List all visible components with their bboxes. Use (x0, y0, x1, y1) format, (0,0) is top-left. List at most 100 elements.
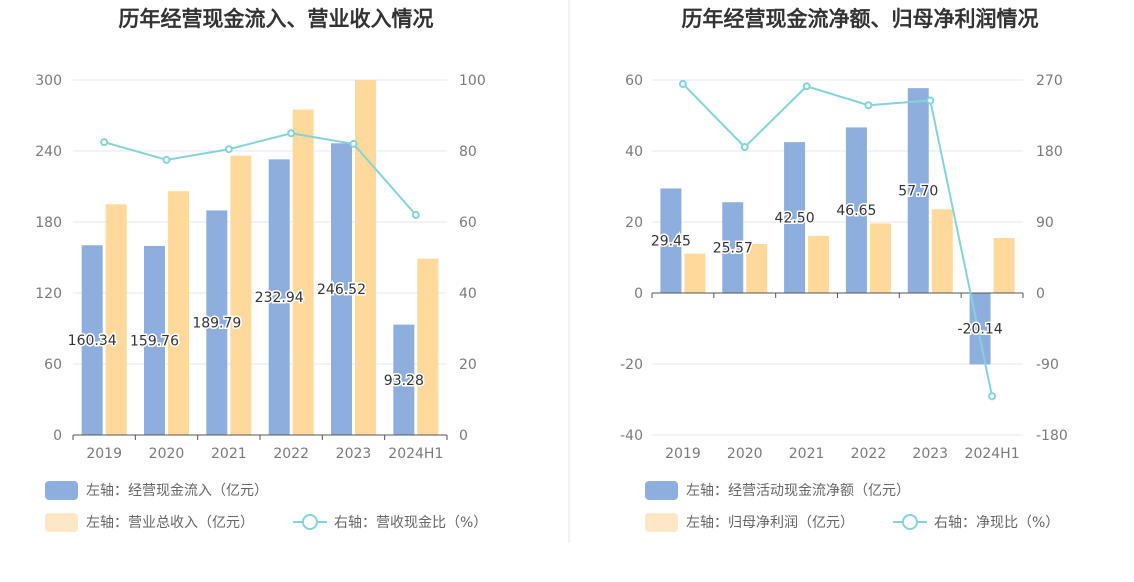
chart-title: 历年经营现金流入、营业收入情况 (119, 7, 434, 31)
bar-series-2 (931, 209, 953, 293)
bar-series-1 (393, 324, 415, 435)
bar-data-label: 29.45 (651, 234, 691, 250)
bar-data-label: 57.70 (898, 184, 938, 200)
legend-label[interactable]: 左轴：归母净利润（亿元） (686, 514, 854, 531)
bar-series-1 (331, 143, 352, 435)
x-axis-tick-label: 2022 (273, 446, 309, 462)
line-series (682, 83, 994, 397)
right-axis-tick-label: 40 (459, 286, 477, 302)
bar-data-label: 42.50 (775, 211, 815, 227)
bar-data-label: 46.65 (836, 203, 876, 219)
bar-data-label: 160.34 (68, 333, 117, 349)
legend-label[interactable]: 左轴：营业总收入（亿元） (86, 515, 254, 531)
left-axis-tick-label: 60 (44, 357, 62, 373)
line-point (224, 145, 233, 154)
chart-title: 历年经营现金流净额、归母净利润情况 (682, 7, 1039, 31)
legend-swatch[interactable] (45, 481, 78, 500)
bar-series-2 (684, 253, 706, 293)
bar-series-1 (907, 88, 929, 293)
x-axis-tick-label: 2022 (851, 446, 887, 462)
x-axis-tick-label: 2020 (149, 446, 185, 462)
line-point (740, 143, 749, 152)
bar-series-2 (746, 244, 768, 293)
left-axis-tick-label: 120 (35, 286, 62, 302)
bar-series-2 (292, 109, 314, 435)
bar-series-1 (268, 159, 290, 435)
line-point (678, 79, 687, 88)
bar-series-2 (230, 155, 252, 435)
bar-data-label: 93.28 (384, 373, 424, 389)
right-axis-tick-label: 100 (459, 73, 486, 89)
right-axis-tick-label: 270 (1036, 73, 1063, 89)
bar-data-label: 189.79 (192, 316, 241, 332)
line-point (988, 392, 997, 401)
left-axis-tick-label: 40 (625, 144, 643, 160)
bar-data-label: 246.52 (317, 282, 366, 298)
x-axis-tick-label: 2019 (665, 446, 701, 462)
bar-series-2 (105, 204, 127, 435)
left-axis-tick-label: 60 (625, 73, 643, 89)
bar-series-2 (355, 80, 376, 435)
left-axis-tick-label: -40 (620, 428, 643, 444)
left-axis-tick-label: 0 (53, 428, 62, 444)
right-axis-tick-label: 90 (1036, 215, 1054, 231)
left-axis-tick-label: 300 (35, 73, 62, 89)
right-axis-tick-label: 20 (459, 357, 477, 373)
x-axis-tick-label: 2020 (727, 446, 763, 462)
chart-panel-cash-inflow: 历年经营现金流入、营业收入情况 0 0 60 20 120 40 180 60 240 80 300… (35, 7, 487, 532)
line-point (864, 101, 873, 110)
bar-series-1 (845, 127, 867, 293)
left-axis-tick-label: 20 (625, 215, 643, 231)
legend-line-marker[interactable] (902, 514, 918, 530)
x-axis-tick-label: 2023 (336, 446, 372, 462)
bar-series-1 (660, 188, 682, 293)
x-axis-tick-label: 2023 (912, 446, 948, 462)
bar-series-1 (784, 142, 806, 293)
bar-series-2 (808, 235, 830, 293)
line-point (287, 129, 296, 138)
bar-series-1 (206, 210, 228, 435)
x-axis-tick-label: 2024H1 (388, 446, 443, 462)
right-axis-tick-label: 80 (459, 144, 477, 160)
line-series (103, 132, 417, 216)
left-axis-tick-label: -20 (620, 357, 643, 373)
legend-line-marker[interactable] (302, 514, 318, 530)
line-point (802, 82, 811, 91)
bar-series-2 (993, 237, 1015, 293)
legend-label[interactable]: 右轴：营收现金比（%） (334, 515, 487, 531)
right-axis-tick-label: 60 (459, 215, 477, 231)
bar-series-2 (869, 223, 891, 293)
legend-swatch[interactable] (645, 481, 678, 500)
line-point (100, 138, 109, 147)
bar-series-2 (168, 191, 189, 435)
left-axis-tick-label: 240 (35, 144, 62, 160)
right-axis-tick-label: 180 (1036, 144, 1063, 160)
chart-panel-net-cash-flow: 历年经营现金流净额、归母净利润情况 -40 -180 -20 -90 0 0 20 90 40 1… (620, 7, 1068, 532)
bar-data-label: 232.94 (255, 290, 304, 306)
left-axis-tick-label: 0 (634, 286, 643, 302)
x-axis-tick-label: 2019 (86, 446, 122, 462)
bar-data-label: 159.76 (130, 333, 179, 349)
line-point (162, 155, 171, 164)
x-axis-tick-label: 2021 (211, 446, 247, 462)
legend-swatch[interactable] (645, 513, 678, 532)
line-point (349, 139, 358, 148)
bar-data-label: -20.14 (958, 322, 1003, 338)
legend-label[interactable]: 右轴：净现比（%） (934, 515, 1059, 531)
legend-swatch[interactable] (45, 513, 78, 532)
right-axis-tick-label: -180 (1036, 428, 1068, 444)
bar-series-1 (722, 202, 744, 293)
bar-series-1 (81, 245, 103, 435)
line-point (926, 96, 935, 105)
legend-label[interactable]: 左轴：经营活动现金流净额（亿元） (686, 483, 910, 499)
right-axis-tick-label: 0 (459, 428, 468, 444)
line-point (411, 210, 420, 219)
x-axis-tick-label: 2024H1 (965, 446, 1020, 462)
x-axis-tick-label: 2021 (789, 446, 825, 462)
bar-series-2 (417, 258, 439, 435)
bar-series-1 (144, 245, 165, 435)
left-axis-tick-label: 180 (35, 215, 62, 231)
right-axis-tick-label: -90 (1036, 357, 1059, 373)
legend-label[interactable]: 左轴：经营现金流入（亿元） (86, 483, 268, 499)
